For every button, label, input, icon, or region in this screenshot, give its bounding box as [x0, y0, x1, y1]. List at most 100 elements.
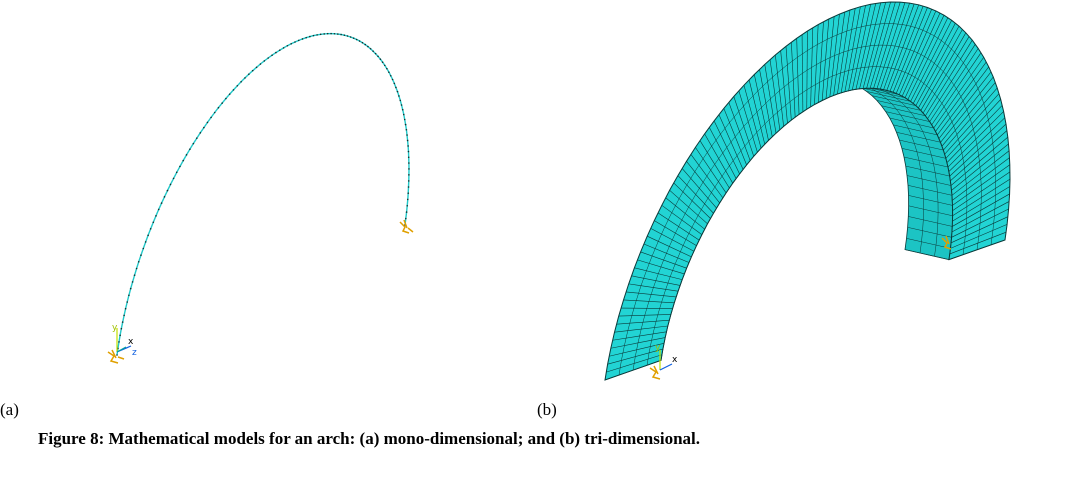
node	[196, 137, 198, 139]
panel-label: (b)	[537, 400, 557, 420]
node	[121, 328, 123, 330]
node	[407, 145, 409, 147]
node	[126, 301, 128, 303]
node	[125, 308, 127, 310]
node	[252, 70, 254, 72]
node	[388, 71, 390, 73]
node	[164, 196, 166, 198]
node	[182, 160, 184, 162]
node	[298, 40, 300, 42]
node	[167, 190, 169, 192]
node	[408, 168, 410, 170]
node	[128, 295, 130, 297]
arch-line	[117, 34, 409, 355]
node	[380, 58, 382, 60]
node	[406, 205, 408, 207]
node	[398, 95, 400, 97]
node	[138, 261, 140, 263]
node	[367, 46, 369, 48]
support-a	[108, 220, 413, 363]
node	[404, 119, 406, 121]
node	[399, 100, 401, 102]
node	[116, 354, 118, 356]
node	[214, 112, 216, 114]
node	[264, 60, 266, 62]
support-b	[650, 236, 951, 379]
node	[140, 254, 142, 256]
node	[407, 140, 409, 142]
node	[237, 85, 239, 87]
node	[403, 114, 405, 116]
node	[405, 124, 407, 126]
node	[334, 33, 336, 35]
node	[189, 148, 191, 150]
node	[118, 341, 120, 343]
node	[408, 151, 410, 153]
node	[275, 52, 277, 54]
node	[407, 199, 409, 201]
node	[271, 54, 273, 56]
node	[173, 178, 175, 180]
node	[244, 77, 246, 79]
mono-model	[116, 33, 410, 356]
node	[233, 89, 235, 91]
axis-label: y	[655, 343, 661, 353]
node	[179, 166, 181, 168]
node	[152, 221, 154, 223]
node	[370, 48, 372, 50]
node	[316, 34, 318, 36]
node	[200, 132, 202, 134]
node	[218, 107, 220, 109]
node	[193, 143, 195, 145]
node	[225, 98, 227, 100]
node	[406, 129, 408, 131]
node	[408, 174, 410, 176]
node	[290, 43, 292, 45]
triad-a: x y z	[112, 323, 137, 358]
node	[337, 33, 339, 35]
node	[327, 33, 329, 35]
node	[375, 53, 377, 55]
node	[347, 35, 349, 37]
node	[407, 192, 409, 194]
node	[161, 202, 163, 204]
node	[170, 184, 172, 186]
node	[240, 81, 242, 83]
node	[203, 127, 205, 129]
node	[340, 34, 342, 36]
node	[248, 73, 250, 75]
node	[406, 134, 408, 136]
node	[145, 241, 147, 243]
node	[372, 50, 374, 52]
node	[283, 47, 285, 49]
node	[267, 57, 269, 59]
node	[136, 268, 138, 270]
node	[362, 42, 364, 44]
node	[176, 172, 178, 174]
panel-label: (a)	[0, 400, 19, 420]
node	[406, 211, 408, 213]
node	[392, 79, 394, 81]
node	[207, 122, 209, 124]
node	[287, 45, 289, 47]
node	[150, 228, 152, 230]
node	[229, 93, 231, 95]
node	[394, 83, 396, 85]
node	[122, 321, 124, 323]
node	[130, 288, 132, 290]
node	[405, 218, 407, 220]
node	[186, 154, 188, 156]
node	[330, 33, 332, 35]
node	[401, 104, 403, 106]
node	[353, 37, 355, 39]
node	[384, 65, 386, 67]
node	[155, 215, 157, 217]
axis-label: x	[128, 337, 134, 347]
node	[309, 36, 311, 38]
node	[408, 156, 410, 158]
node	[142, 248, 144, 250]
axis-label: z	[132, 348, 137, 358]
node	[397, 91, 399, 93]
node	[305, 37, 307, 39]
figure-caption: Figure 8: Mathematical models for an arc…	[0, 427, 1068, 450]
